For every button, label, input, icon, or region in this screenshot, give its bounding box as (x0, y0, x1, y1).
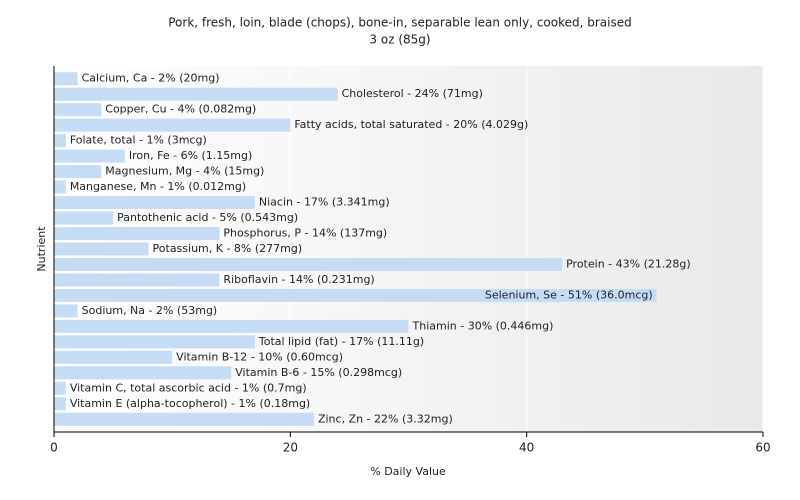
value-label: Calcium, Ca - 2% (20mg) (82, 72, 220, 85)
bar (54, 72, 78, 86)
bar (54, 118, 291, 132)
x-tick-label: 0 (50, 441, 58, 455)
value-label: Total lipid (fat) - 17% (11.11g) (258, 335, 424, 348)
bar (54, 335, 255, 349)
bar (54, 366, 232, 380)
value-label: Magnesium, Mg - 4% (15mg) (105, 165, 264, 178)
bar (54, 381, 66, 395)
bar (54, 165, 102, 179)
bar (54, 134, 66, 148)
value-label: Fatty acids, total saturated - 20% (4.02… (294, 118, 528, 131)
bar (54, 103, 102, 117)
bar (54, 412, 314, 426)
value-label: Potassium, K - 8% (277mg) (153, 242, 303, 255)
value-label: Vitamin B-6 - 15% (0.298mcg) (235, 366, 402, 379)
bar (54, 211, 114, 225)
value-label: Zinc, Zn - 22% (3.32mg) (318, 412, 453, 425)
value-label: Phosphorus, P - 14% (137mg) (223, 227, 387, 240)
bar (54, 180, 66, 194)
bar (54, 196, 255, 210)
value-label: Thiamin - 30% (0.446mg) (412, 319, 554, 332)
bar (54, 397, 66, 411)
x-tick-label: 40 (519, 441, 534, 455)
value-label: Sodium, Na - 2% (53mg) (82, 304, 218, 317)
value-label: Vitamin B-12 - 10% (0.60mcg) (176, 350, 343, 363)
value-label: Cholesterol - 24% (71mg) (342, 87, 483, 100)
value-label: Riboflavin - 14% (0.231mg) (223, 273, 374, 286)
x-tick-label: 20 (283, 441, 298, 455)
chart-subtitle: 3 oz (85g) (369, 33, 430, 47)
bar (54, 149, 125, 163)
value-label: Pantothenic acid - 5% (0.543mg) (117, 211, 298, 224)
y-axis-label: Nutrient (35, 226, 48, 272)
bar (54, 319, 409, 333)
bar (54, 288, 657, 302)
value-label: Copper, Cu - 4% (0.082mg) (105, 103, 256, 116)
value-label: Niacin - 17% (3.341mg) (259, 196, 390, 209)
value-label: Folate, total - 1% (3mcg) (70, 134, 207, 147)
bar (54, 227, 220, 241)
bar (54, 242, 149, 256)
value-label: Selenium, Se - 51% (36.0mcg) (485, 288, 653, 301)
x-axis-label: % Daily Value (370, 465, 446, 478)
bar (54, 273, 220, 287)
bar (54, 350, 173, 364)
bar (54, 257, 563, 271)
value-label: Iron, Fe - 6% (1.15mg) (129, 149, 252, 162)
value-label: Vitamin C, total ascorbic acid - 1% (0.7… (70, 381, 307, 394)
value-label: Vitamin E (alpha-tocopherol) - 1% (0.18m… (70, 397, 310, 410)
chart-title: Pork, fresh, loin, blade (chops), bone-i… (168, 16, 632, 30)
bar (54, 304, 78, 318)
value-label: Manganese, Mn - 1% (0.012mg) (70, 180, 246, 193)
bar (54, 87, 338, 101)
x-tick-label: 60 (755, 441, 770, 455)
value-label: Protein - 43% (21.28g) (566, 257, 691, 270)
